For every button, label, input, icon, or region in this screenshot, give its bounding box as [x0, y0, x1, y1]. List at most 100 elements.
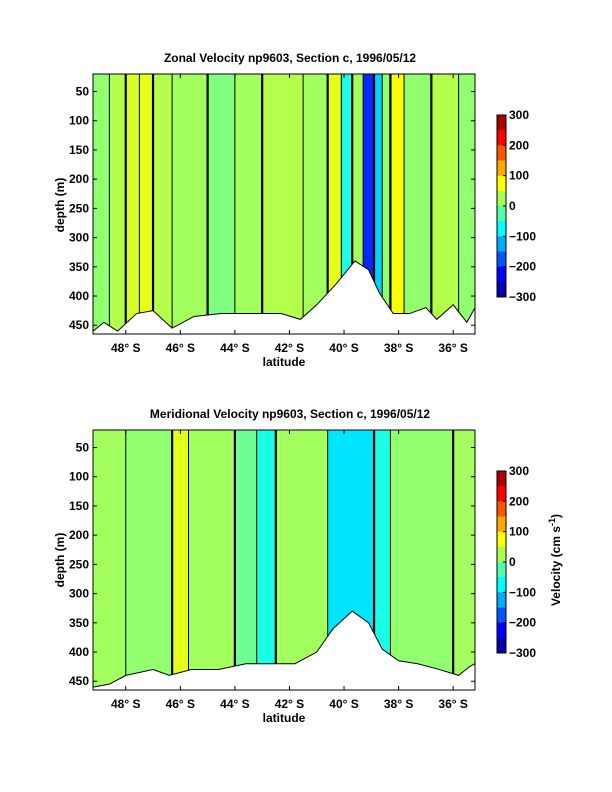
meridional-velocity-band	[234, 430, 258, 688]
zonal-colorbar-tick-label: −300	[509, 290, 536, 304]
zonal-colorbar-segment	[497, 206, 506, 222]
zonal-colorbar-segment	[497, 266, 506, 283]
zonal-x-tick-label: 40° S	[329, 341, 358, 355]
meridional-colorbar-tick-label: 100	[509, 525, 529, 539]
zonal-colorbar-tick-label: 0	[509, 199, 516, 213]
colorbar-label-text: Velocity (cm s	[549, 526, 563, 606]
meridional-x-tick-label: 36° S	[438, 697, 467, 711]
zonal-colorbar-segment	[497, 190, 506, 207]
meridional-velocity-band	[275, 430, 329, 688]
zonal-seafloor-outline	[92, 260, 476, 332]
zonal-velocity-band	[327, 74, 342, 332]
meridional-colorbar-label: Velocity (cm s-1)	[547, 514, 563, 606]
meridional-y-tick-label: 300	[69, 587, 89, 601]
meridional-velocity-band	[327, 430, 375, 688]
meridional-y-tick-label: 400	[69, 645, 89, 659]
meridional-colorbar-tick-label: 200	[509, 494, 529, 508]
zonal-colorbar-tick-label: 200	[509, 138, 529, 152]
zonal-velocity-band	[109, 74, 127, 332]
meridional-colorbar: 300 200 100 0 −100 −200 −300	[496, 464, 536, 660]
zonal-y-tick-label: 250	[69, 201, 89, 215]
zonal-colorbar-segment	[497, 281, 506, 298]
zonal-colorbar-segment	[497, 251, 506, 268]
zonal-colorbar: 300 200 100 0 −100 −200 −300	[496, 108, 536, 304]
zonal-velocity-band	[374, 74, 383, 332]
zonal-colorbar-segment	[497, 145, 506, 161]
meridional-colorbar-segment	[497, 471, 506, 487]
meridional-y-tick-label: 100	[69, 470, 89, 484]
meridional-colorbar-segment	[497, 577, 506, 593]
meridional-y-tick-label: 150	[69, 499, 89, 513]
zonal-y-tick-label: 400	[69, 289, 89, 303]
meridional-colorbar-tick-label: −300	[509, 646, 536, 660]
meridional-y-tick-label: 50	[76, 441, 90, 455]
meridional-colorbar-segment	[497, 607, 506, 624]
zonal-x-tick-label: 48° S	[111, 341, 140, 355]
zonal-x-tick-label: 36° S	[438, 341, 467, 355]
zonal-colorbar-segment	[497, 175, 506, 192]
zonal-colorbar-segment	[497, 221, 506, 237]
meridional-colorbar-tick-label: 0	[509, 555, 516, 569]
zonal-y-tick-label: 150	[69, 143, 89, 157]
zonal-velocity-band	[390, 74, 405, 332]
meridional-colorbar-segment	[497, 486, 506, 502]
meridional-x-tick-label: 40° S	[329, 697, 358, 711]
meridional-velocity-band	[374, 430, 391, 688]
zonal-x-tick-label: 44° S	[220, 341, 249, 355]
zonal-y-tick-label: 450	[69, 318, 89, 332]
meridional-x-axis-label: latitude	[263, 711, 306, 725]
zonal-y-tick-label: 200	[69, 172, 89, 186]
meridional-axes-frame	[92, 429, 476, 691]
zonal-chart-title: Zonal Velocity np9603, Section c, 1996/0…	[164, 51, 416, 65]
zonal-x-axis-label: latitude	[263, 355, 306, 369]
zonal-velocity-band	[125, 74, 140, 332]
zonal-x-tick-label: 46° S	[166, 341, 195, 355]
zonal-y-tick-label: 100	[69, 114, 89, 128]
zonal-x-tick-label: 38° S	[384, 341, 413, 355]
meridional-seafloor-outline	[92, 610, 476, 688]
meridional-colorbar-segment	[497, 637, 506, 654]
meridional-x-tick-label: 46° S	[166, 697, 195, 711]
zonal-velocity-band	[234, 74, 263, 332]
meridional-velocity-panel: Meridional Velocity np9603, Section c, 1…	[53, 407, 563, 725]
zonal-velocity-band	[352, 74, 364, 332]
zonal-colorbar-tick-label: −200	[509, 260, 536, 274]
zonal-y-tick-label: 50	[76, 85, 90, 99]
colorbar-label-exponent: -1	[547, 518, 557, 526]
zonal-axes-frame	[92, 73, 476, 335]
zonal-velocity-band	[431, 74, 460, 332]
meridional-colorbar-segment	[497, 546, 506, 563]
meridional-velocity-band	[172, 430, 189, 688]
zonal-velocity-band	[262, 74, 304, 332]
zonal-colorbar-tick-label: 300	[509, 108, 529, 122]
zonal-velocity-band	[458, 74, 475, 332]
meridional-x-tick-label: 42° S	[275, 697, 304, 711]
zonal-colorbar-segment	[497, 236, 506, 252]
meridional-colorbar-segment	[497, 516, 506, 533]
zonal-velocity-band	[363, 74, 375, 332]
meridional-velocity-band	[256, 430, 277, 688]
zonal-velocity-band	[139, 74, 154, 332]
zonal-y-axis-label: depth (m)	[53, 178, 67, 233]
meridional-y-axis-label: depth (m)	[53, 533, 67, 588]
zonal-velocity-band	[341, 74, 353, 332]
meridional-colorbar-segment	[497, 622, 506, 639]
meridional-colorbar-segment	[497, 592, 506, 608]
meridional-x-tick-label: 44° S	[220, 697, 249, 711]
zonal-velocity-band	[207, 74, 236, 332]
meridional-velocity-band	[188, 430, 236, 688]
zonal-velocity-band	[382, 74, 391, 332]
meridional-y-tick-label: 200	[69, 528, 89, 542]
zonal-colorbar-segment	[497, 160, 506, 177]
meridional-y-tick-label: 250	[69, 557, 89, 571]
meridional-velocity-band	[125, 430, 173, 688]
zonal-colorbar-tick-label: −100	[509, 229, 536, 243]
meridional-colorbar-tick-label: −100	[509, 585, 536, 599]
zonal-y-tick-label: 300	[69, 231, 89, 245]
meridional-colorbar-tick-label: 300	[509, 464, 529, 478]
zonal-velocity-band	[303, 74, 329, 332]
zonal-velocity-band	[172, 74, 209, 332]
meridional-x-tick-label: 48° S	[111, 697, 140, 711]
meridional-velocity-band	[93, 430, 127, 688]
